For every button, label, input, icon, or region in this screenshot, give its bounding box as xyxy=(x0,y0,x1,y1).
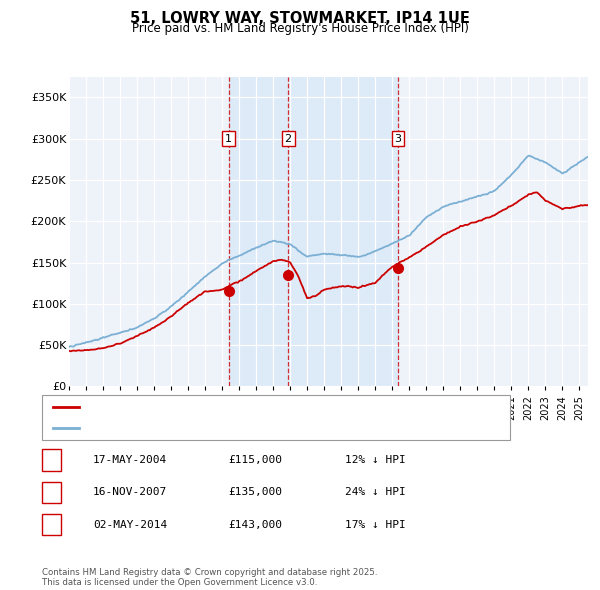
Text: 3: 3 xyxy=(48,520,55,530)
Bar xyxy=(288,77,398,386)
Text: £115,000: £115,000 xyxy=(228,455,282,465)
Text: £143,000: £143,000 xyxy=(228,520,282,530)
Text: Price paid vs. HM Land Registry's House Price Index (HPI): Price paid vs. HM Land Registry's House … xyxy=(131,22,469,35)
Text: 02-MAY-2014: 02-MAY-2014 xyxy=(93,520,167,530)
Text: 24% ↓ HPI: 24% ↓ HPI xyxy=(345,487,406,497)
Text: 1: 1 xyxy=(225,134,232,143)
Text: HPI: Average price, semi-detached house, Mid Suffolk: HPI: Average price, semi-detached house,… xyxy=(84,424,364,434)
Text: 2: 2 xyxy=(48,487,55,497)
Text: £135,000: £135,000 xyxy=(228,487,282,497)
Text: 51, LOWRY WAY, STOWMARKET, IP14 1UE: 51, LOWRY WAY, STOWMARKET, IP14 1UE xyxy=(130,11,470,25)
Text: 12% ↓ HPI: 12% ↓ HPI xyxy=(345,455,406,465)
Text: 3: 3 xyxy=(394,134,401,143)
Text: Contains HM Land Registry data © Crown copyright and database right 2025.
This d: Contains HM Land Registry data © Crown c… xyxy=(42,568,377,587)
Text: 17% ↓ HPI: 17% ↓ HPI xyxy=(345,520,406,530)
Text: 51, LOWRY WAY, STOWMARKET, IP14 1UE (semi-detached house): 51, LOWRY WAY, STOWMARKET, IP14 1UE (sem… xyxy=(84,402,423,412)
Text: 2: 2 xyxy=(284,134,292,143)
Text: 16-NOV-2007: 16-NOV-2007 xyxy=(93,487,167,497)
Bar xyxy=(229,77,288,386)
Text: 1: 1 xyxy=(48,455,55,465)
Text: 17-MAY-2004: 17-MAY-2004 xyxy=(93,455,167,465)
